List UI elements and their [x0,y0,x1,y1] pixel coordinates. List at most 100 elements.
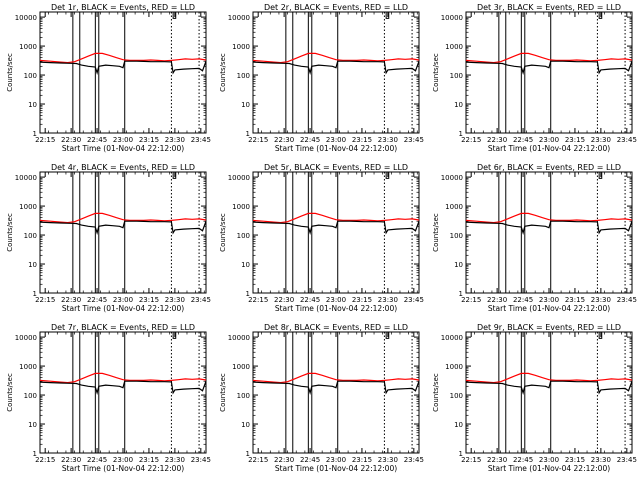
y-tick-label: 100 [24,72,37,80]
saa-interval-bracket [598,332,603,339]
x-tick-label: 23:45 [191,456,211,464]
x-tick-label: 23:15 [139,136,159,144]
panel-title: Det 8r, BLACK = Events, RED = LLD [264,323,408,332]
plot-frame [465,331,633,454]
detector-panel: Det 3r, BLACK = Events, RED = LLD 1 10 100 1… [432,3,637,153]
saa-interval-bracket [385,332,390,339]
plot-frame [252,171,420,294]
x-axis-label: Start Time (01-Nov-04 22:12:00) [275,304,397,313]
x-tick-label: 22:15 [35,296,55,304]
y-tick-label: 1000 [19,203,37,211]
plot-frame [465,11,633,134]
y-tick-label: 1 [33,130,37,138]
x-tick-label: 22:15 [35,136,55,144]
y-tick-label: 100 [450,392,463,400]
saa-interval-bracket [172,172,177,179]
panel-title: Det 3r, BLACK = Events, RED = LLD [477,3,621,12]
x-tick-label: 23:15 [565,136,585,144]
x-tick-label: 23:00 [539,456,559,464]
x-tick-label: 22:30 [487,136,507,144]
y-tick-label: 10000 [441,174,463,182]
y-axis-label: Counts/sec [432,213,440,252]
y-tick-label: 10 [241,261,250,269]
x-tick-label: 22:45 [300,296,320,304]
x-tick-label: 23:15 [565,456,585,464]
y-tick-label: 10 [454,101,463,109]
x-tick-label: 23:00 [113,296,133,304]
x-tick-label: 23:45 [617,296,637,304]
x-tick-label: 22:30 [61,456,81,464]
x-tick-label: 23:45 [617,456,637,464]
x-tick-label: 22:30 [61,296,81,304]
lld-series-line [465,52,633,64]
plot-frame [465,171,633,294]
saa-interval-bracket [598,12,603,19]
x-tick-label: 22:15 [248,456,268,464]
saa-interval-bracket [172,12,177,19]
x-tick-label: 22:15 [461,136,481,144]
plot-frame [252,11,420,134]
y-tick-label: 1000 [232,43,250,51]
y-tick-label: 1 [246,290,250,298]
x-tick-label: 22:45 [87,456,107,464]
events-series-line [252,220,420,235]
events-series-line [252,60,420,75]
y-axis-label: Counts/sec [6,213,14,252]
panel-title: Det 4r, BLACK = Events, RED = LLD [51,163,195,172]
detector-panel: Det 5r, BLACK = Events, RED = LLD 1 10 100 1… [219,163,424,313]
y-tick-label: 1000 [445,363,463,371]
x-tick-label: 23:15 [352,456,372,464]
x-tick-label: 22:45 [87,296,107,304]
y-tick-label: 10 [28,421,37,429]
x-tick-label: 23:30 [591,456,611,464]
x-axis-label: Start Time (01-Nov-04 22:12:00) [62,304,184,313]
x-tick-label: 22:45 [513,136,533,144]
y-tick-label: 100 [450,72,463,80]
events-series-line [39,380,207,395]
y-tick-label: 1 [459,130,463,138]
x-tick-label: 22:15 [35,456,55,464]
x-tick-label: 23:45 [191,296,211,304]
y-axis-label: Counts/sec [219,53,227,92]
y-tick-label: 1000 [232,203,250,211]
x-axis-label: Start Time (01-Nov-04 22:12:00) [488,304,610,313]
x-tick-label: 22:45 [513,456,533,464]
x-tick-label: 22:15 [461,456,481,464]
y-tick-label: 1000 [445,43,463,51]
events-series-line [465,60,633,75]
detector-panel: Det 8r, BLACK = Events, RED = LLD 1 10 100 1… [219,323,424,473]
plot-frame [39,11,207,134]
x-tick-label: 22:15 [248,296,268,304]
panel-title: Det 2r, BLACK = Events, RED = LLD [264,3,408,12]
lld-series-line [465,372,633,384]
y-tick-label: 100 [237,392,250,400]
x-tick-label: 23:30 [378,296,398,304]
x-tick-label: 23:30 [591,136,611,144]
lld-series-line [252,212,420,224]
lld-series-line [39,212,207,224]
saa-interval-bracket [598,172,603,179]
x-tick-label: 22:45 [87,136,107,144]
detector-panel: Det 7r, BLACK = Events, RED = LLD 1 10 100 1… [6,323,211,473]
y-tick-label: 1000 [232,363,250,371]
x-tick-label: 22:30 [274,456,294,464]
x-tick-label: 23:15 [139,456,159,464]
y-tick-label: 1 [459,290,463,298]
y-tick-label: 100 [450,232,463,240]
x-tick-label: 22:45 [300,456,320,464]
events-series-line [39,60,207,75]
y-tick-label: 10 [241,101,250,109]
y-tick-label: 100 [237,72,250,80]
x-tick-label: 23:15 [352,136,372,144]
y-tick-label: 10000 [228,14,250,22]
y-axis-label: Counts/sec [432,373,440,412]
y-tick-label: 10000 [441,14,463,22]
plot-frame [39,171,207,294]
x-tick-label: 23:15 [565,296,585,304]
y-tick-label: 10000 [228,174,250,182]
x-tick-label: 23:00 [326,136,346,144]
panel-title: Det 1r, BLACK = Events, RED = LLD [51,3,195,12]
events-series-line [39,220,207,235]
x-tick-label: 23:15 [139,296,159,304]
x-tick-label: 23:30 [591,296,611,304]
